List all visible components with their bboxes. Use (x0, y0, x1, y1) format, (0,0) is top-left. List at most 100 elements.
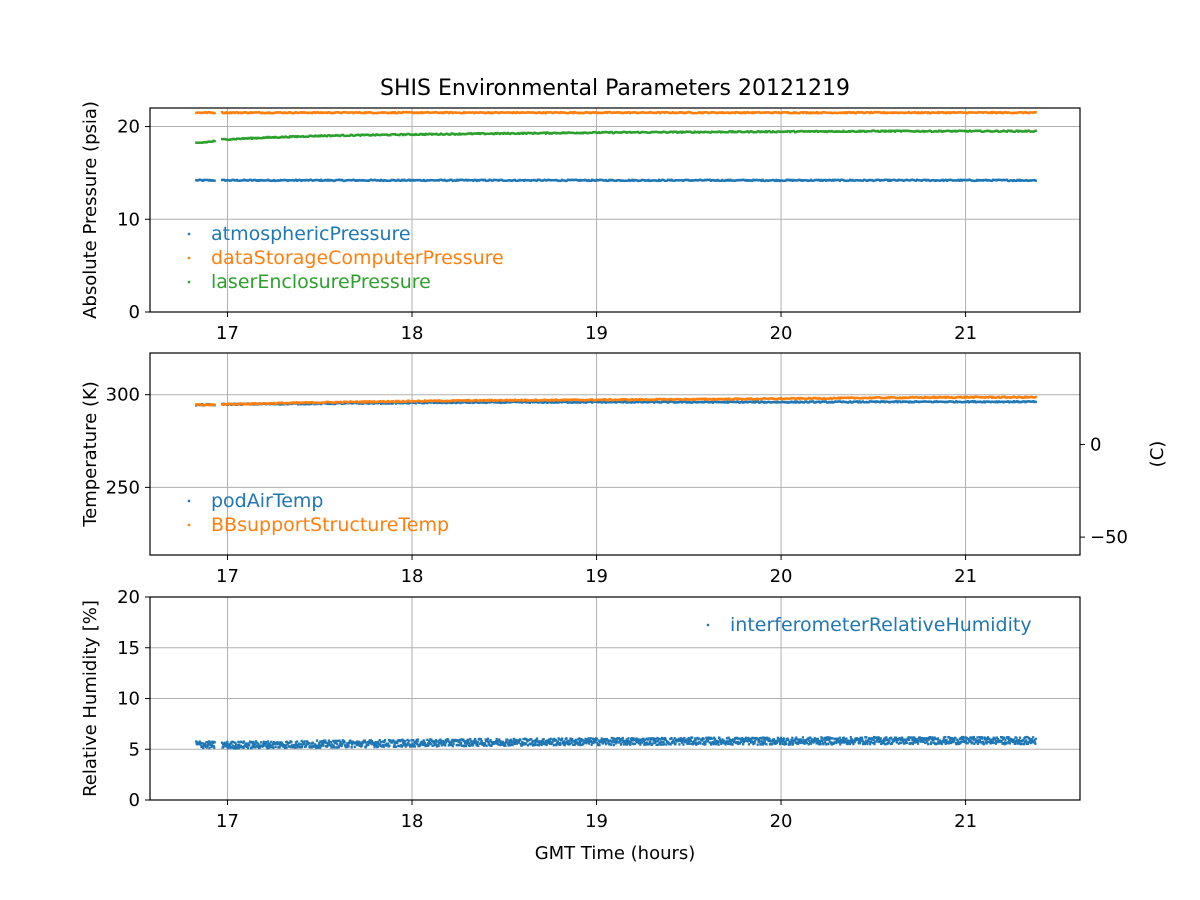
data-point (596, 741, 599, 745)
data-point (376, 745, 380, 748)
data-point (1034, 179, 1037, 182)
data-point (827, 111, 830, 114)
data-point (391, 402, 394, 405)
data-point (692, 131, 695, 134)
data-point (224, 741, 227, 745)
data-point (443, 111, 446, 115)
data-point (967, 178, 971, 181)
data-point (722, 179, 725, 182)
data-point (728, 740, 731, 743)
data-point (411, 401, 414, 404)
data-point (1033, 111, 1036, 114)
data-point (473, 178, 476, 182)
data-point (489, 112, 492, 115)
data-point (278, 746, 281, 749)
data-point (819, 111, 822, 115)
data-point (441, 401, 444, 405)
data-point (457, 133, 460, 136)
data-point (416, 742, 419, 746)
data-point (698, 111, 701, 114)
data-point (338, 744, 341, 747)
data-point (359, 402, 362, 405)
data-point (571, 738, 574, 741)
data-point (975, 129, 979, 133)
data-point (966, 130, 969, 133)
data-point (620, 131, 624, 134)
data-point (662, 130, 665, 133)
data-point (578, 401, 581, 404)
data-point (468, 179, 471, 182)
data-point (641, 178, 644, 182)
data-point (718, 738, 721, 741)
data-point (786, 111, 790, 114)
data-point (690, 401, 693, 404)
data-point (231, 403, 234, 406)
data-point (979, 111, 982, 114)
data-point (407, 739, 410, 742)
data-point (333, 740, 336, 743)
data-point (683, 112, 686, 115)
data-point (932, 130, 935, 133)
data-point (861, 111, 865, 114)
data-point (902, 129, 905, 133)
data-point (535, 398, 538, 402)
data-point (886, 178, 889, 182)
data-point (590, 111, 594, 114)
data-point (793, 130, 797, 134)
data-point (797, 178, 800, 182)
data-point (670, 397, 673, 401)
data-point (543, 398, 546, 401)
data-point (859, 397, 862, 400)
data-point (925, 179, 928, 182)
data-point (688, 111, 692, 114)
data-point (785, 111, 788, 114)
data-point (928, 400, 931, 403)
data-point (630, 398, 633, 401)
data-point (728, 738, 731, 741)
data-point (521, 132, 524, 135)
data-point (461, 399, 465, 402)
data-point (338, 400, 341, 404)
data-point (977, 395, 980, 399)
data-point (405, 744, 409, 747)
data-point (558, 741, 562, 745)
data-point (673, 130, 677, 133)
data-point (843, 111, 846, 115)
data-point (647, 398, 650, 401)
data-point (647, 111, 650, 114)
data-point (763, 397, 767, 400)
data-point (693, 741, 696, 745)
data-point (743, 178, 746, 182)
data-point (715, 401, 718, 404)
data-point (408, 111, 412, 114)
data-point (463, 399, 466, 403)
data-point (668, 131, 671, 134)
data-point (466, 111, 469, 114)
data-point (245, 111, 248, 114)
data-point (722, 401, 725, 404)
data-point (212, 179, 215, 182)
data-point (1025, 130, 1028, 133)
data-point (293, 401, 296, 404)
data-point (1016, 399, 1019, 403)
data-point (568, 742, 572, 746)
data-point (681, 739, 684, 742)
data-point (729, 400, 732, 403)
data-point (206, 140, 209, 144)
data-point (659, 741, 662, 744)
data-point (481, 400, 484, 404)
data-point (616, 398, 619, 402)
data-point (211, 140, 214, 143)
data-point (864, 111, 867, 115)
data-point (615, 401, 618, 404)
data-point (609, 179, 612, 182)
data-point (581, 111, 584, 115)
data-point (263, 112, 266, 115)
y-axis-label: Relative Humidity [%] (80, 600, 101, 797)
data-point (803, 401, 806, 404)
data-point (285, 740, 289, 744)
data-point (980, 401, 983, 404)
data-point (293, 111, 296, 115)
data-point (866, 401, 869, 404)
data-point (624, 398, 627, 401)
